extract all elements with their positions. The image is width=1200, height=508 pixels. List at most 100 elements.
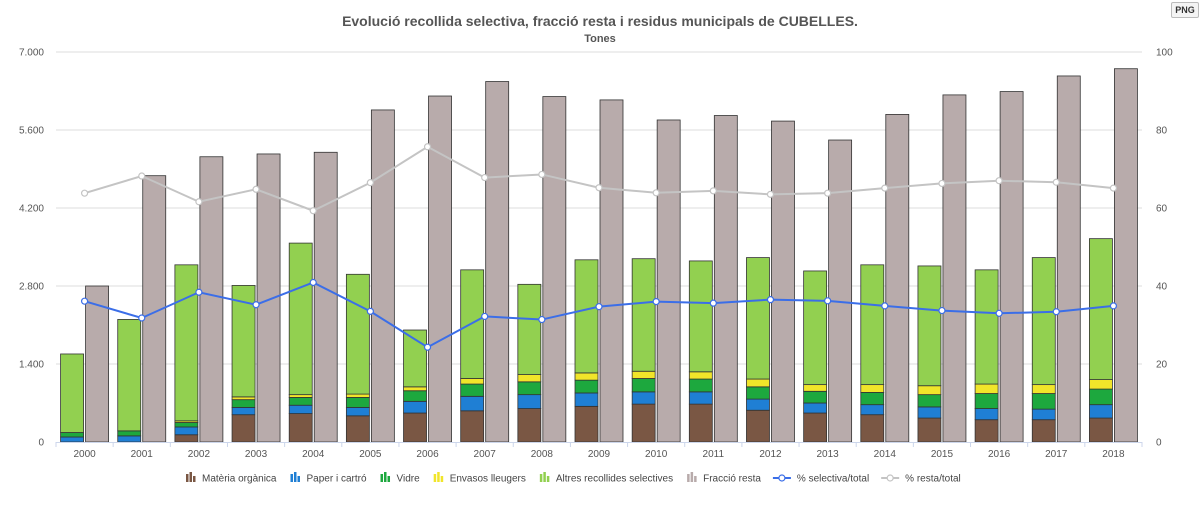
y-left-tick-label: 1.400 bbox=[19, 360, 44, 371]
png-export-button[interactable]: PNG bbox=[1171, 2, 1199, 18]
bar-segment-organic bbox=[403, 412, 427, 443]
bar-rest bbox=[656, 119, 681, 443]
bar-segment-paper bbox=[1089, 404, 1113, 419]
x-tick-label: 2014 bbox=[874, 449, 897, 460]
legend-label: Vidre bbox=[397, 474, 421, 485]
bar-rest bbox=[885, 114, 910, 443]
bar-segment-organic bbox=[860, 414, 885, 443]
x-tick-label: 2007 bbox=[474, 449, 497, 460]
bar-segment-glass bbox=[917, 394, 942, 408]
bar-segment-glass bbox=[974, 393, 999, 409]
bar-segment-glass bbox=[574, 379, 599, 394]
y-right-tick-label: 80 bbox=[1156, 126, 1168, 137]
bar-segment-other-selective bbox=[917, 265, 942, 387]
x-tick-label: 2001 bbox=[131, 449, 154, 460]
bar-segment-glass bbox=[746, 386, 770, 400]
point-pct-selective bbox=[138, 314, 146, 322]
bar-segment-glass bbox=[403, 390, 427, 402]
point-pct-selective bbox=[881, 302, 889, 310]
bar-segment-packaging bbox=[917, 385, 942, 396]
bar-rest bbox=[999, 91, 1024, 443]
legend-swatch bbox=[543, 472, 546, 482]
bar-segment-packaging bbox=[860, 384, 885, 393]
y-right-tick-label: 60 bbox=[1156, 204, 1168, 215]
bar-segment-packaging bbox=[231, 396, 256, 401]
x-tick-label: 2005 bbox=[359, 449, 382, 460]
bar-segment-paper bbox=[60, 436, 84, 443]
point-pct-rest bbox=[652, 189, 660, 197]
x-tick-label: 2012 bbox=[759, 449, 782, 460]
legend-item: Vidre bbox=[380, 472, 421, 485]
chart-subtitle: Tones bbox=[584, 33, 616, 45]
legend-swatch bbox=[539, 474, 543, 482]
legend-label: Altres recollides selectives bbox=[556, 474, 673, 485]
point-pct-rest bbox=[1109, 184, 1118, 192]
bar-segment-packaging bbox=[803, 384, 828, 392]
bar-segment-packaging bbox=[688, 371, 713, 380]
legend-swatch bbox=[546, 476, 550, 482]
bar-segment-organic bbox=[1031, 419, 1056, 443]
legend-swatch bbox=[189, 472, 192, 482]
legend-swatch bbox=[293, 472, 297, 482]
bar-rest bbox=[313, 151, 338, 443]
bar-rest bbox=[599, 99, 624, 443]
x-tick-label: 2006 bbox=[416, 449, 439, 460]
point-pct-rest bbox=[938, 179, 946, 188]
bar-segment-glass bbox=[1031, 393, 1056, 410]
bar-segment-other-selective bbox=[517, 283, 542, 375]
bar-segment-other-selective bbox=[746, 257, 770, 380]
bar-segment-packaging bbox=[746, 378, 770, 388]
y-left-tick-label: 5.600 bbox=[19, 126, 44, 137]
bar-segment-other-selective bbox=[174, 264, 199, 422]
bar-segment-organic bbox=[746, 409, 770, 443]
point-pct-selective bbox=[481, 312, 489, 321]
bar-segment-packaging bbox=[1031, 384, 1056, 394]
bar-rest bbox=[771, 120, 795, 443]
point-pct-selective bbox=[309, 278, 317, 287]
legend-swatch bbox=[380, 474, 384, 482]
legend-marker bbox=[778, 474, 786, 482]
bar-rest bbox=[942, 94, 967, 443]
bar-segment-paper bbox=[345, 407, 370, 417]
bar-segment-other-selective bbox=[60, 353, 84, 433]
bar-rest bbox=[1114, 68, 1138, 443]
bar-segment-paper bbox=[860, 404, 885, 416]
bar-rest bbox=[85, 285, 109, 443]
x-tick-label: 2004 bbox=[302, 449, 325, 460]
bar-segment-paper bbox=[803, 402, 828, 414]
legend-label: Envasos lleugers bbox=[450, 474, 526, 485]
bar-segment-paper bbox=[403, 400, 427, 414]
legend-item: Paper i cartró bbox=[290, 472, 367, 485]
legend-swatch bbox=[433, 474, 437, 482]
bar-segment-paper bbox=[174, 426, 199, 436]
point-pct-selective bbox=[252, 301, 260, 309]
legend-swatch bbox=[290, 474, 293, 482]
bar-segment-glass bbox=[631, 378, 656, 393]
bar-rest bbox=[713, 115, 738, 443]
bar-segment-other-selective bbox=[631, 258, 656, 372]
bar-segment-other-selective bbox=[574, 259, 599, 374]
legend: Matèria orgànica Paper i cartró Vidre Envas… bbox=[186, 472, 961, 485]
point-pct-rest bbox=[366, 179, 374, 187]
bar-rest bbox=[542, 96, 567, 443]
legend-item: % resta/total bbox=[881, 474, 961, 485]
point-pct-selective bbox=[538, 315, 546, 324]
point-pct-rest bbox=[252, 185, 260, 193]
point-pct-rest bbox=[481, 173, 489, 182]
bar-segment-glass bbox=[517, 381, 542, 396]
bar-segment-organic bbox=[574, 405, 599, 443]
point-pct-selective bbox=[423, 343, 432, 351]
y-right-tick-label: 20 bbox=[1156, 360, 1168, 371]
percentage-lines bbox=[80, 143, 1118, 351]
legend-swatch bbox=[387, 476, 391, 482]
bar-segment-other-selective bbox=[117, 319, 142, 432]
legend-item: Envasos lleugers bbox=[433, 472, 526, 485]
x-tick-label: 2003 bbox=[245, 449, 268, 460]
y-left-tick-label: 0 bbox=[38, 438, 44, 449]
bar-segment-glass bbox=[460, 383, 485, 397]
bar-segment-glass bbox=[860, 392, 885, 406]
point-pct-selective bbox=[595, 303, 603, 311]
bar-segment-paper bbox=[517, 394, 542, 409]
bar-segment-paper bbox=[117, 435, 142, 443]
